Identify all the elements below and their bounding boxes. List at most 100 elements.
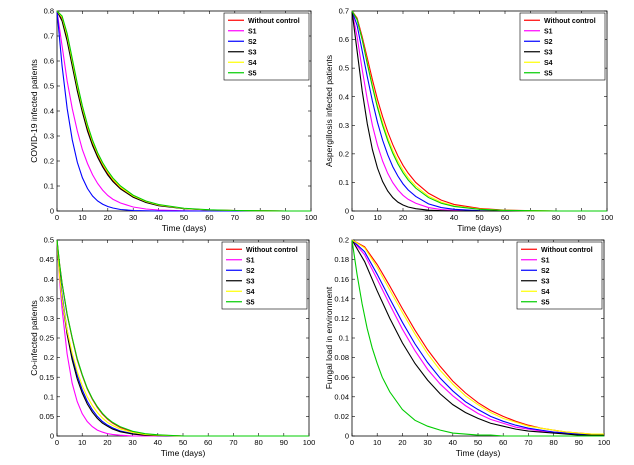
panel-3-legend-label: S2 (246, 268, 255, 275)
panel-2-legend-label: S4 (544, 60, 553, 67)
panel-2-ytick-label: 0.6 (339, 35, 349, 44)
panel-1-legend-label: S2 (248, 39, 257, 46)
panel-3-xlabel: Time (days) (161, 448, 206, 458)
panel-4-legend-label: S5 (541, 299, 550, 306)
panel-1-xtick-label: 80 (256, 213, 264, 222)
panel-3-ytick-label: 0.4 (44, 275, 54, 284)
panel-4-xtick-label: 40 (449, 438, 457, 447)
panel-3-ytick-label: 0.45 (39, 255, 54, 264)
panel-3-xtick-label: 30 (128, 438, 136, 447)
panel-2-legend-box (519, 12, 606, 81)
panel-1-ytick-label: 0.2 (44, 157, 54, 166)
panel-2-ytick-label: 0.5 (339, 64, 349, 73)
panel-3-ytick-label: 0.35 (39, 294, 54, 303)
panel-1-ytick-label: 0.6 (44, 57, 54, 66)
panel-3-ytick-label: 0.5 (44, 236, 54, 245)
panel-4-legend-label: S4 (541, 289, 550, 296)
panel-4-series-s2 (351, 239, 604, 436)
panel-2-legend-label: S1 (544, 28, 553, 35)
panel-1-legend-label: S5 (248, 70, 257, 77)
panel-2-xtick-label: 20 (399, 213, 407, 222)
panel-4-xtick-label: 10 (373, 438, 381, 447)
panel-2-ytick-label: 0.7 (339, 7, 349, 16)
panel-4-ytick-label: 0.2 (339, 236, 349, 245)
panel-1-xtick-label: 0 (55, 213, 59, 222)
panel-4-xtick-label: 100 (598, 438, 611, 447)
panel-1-ytick-label: 0 (50, 207, 54, 216)
panel-1-ytick-label: 0.1 (44, 182, 54, 191)
panel-3-xtick-label: 10 (78, 438, 86, 447)
panel-3-ytick-label: 0.05 (39, 412, 54, 421)
panel-4-ylabel: Fungal load in environment (324, 286, 334, 389)
panel-3-ylabel: Co-infected patients (29, 300, 39, 376)
panel-2-legend-label: S5 (544, 70, 553, 77)
panel-2-xtick-label: 40 (450, 213, 458, 222)
panel-4-xtick-label: 0 (350, 438, 354, 447)
panel-4-ytick-label: 0.06 (334, 373, 349, 382)
panel-2-series-s5 (351, 10, 607, 212)
panel-4-xtick-label: 70 (524, 438, 532, 447)
panel-4-ytick-label: 0.02 (334, 412, 349, 421)
panel-4: 0 10 20 30 40 50 60 70 80 90 100 0 0.02 0.04 0.06 0.08 0… (324, 236, 610, 458)
panel-3-legend: Without control S1 S2 S3 S4 S5 (221, 241, 308, 310)
panel-3-xtick-label: 80 (254, 438, 262, 447)
panel-3-xtick-label: 90 (280, 438, 288, 447)
panel-3-legend-label: S3 (246, 278, 255, 285)
panel-4-ytick-label: 0.18 (334, 255, 349, 264)
panel-3-legend-label: S5 (246, 299, 255, 306)
panel-4-legend-label: S1 (541, 257, 550, 264)
panel-4-legend-box (516, 241, 603, 310)
panel-2-ytick-label: 0.3 (339, 121, 349, 130)
panel-1-xtick-label: 30 (129, 213, 137, 222)
panel-1-xtick-label: 90 (281, 213, 289, 222)
panel-4-legend: Without control S1 S2 S3 S4 S5 (516, 241, 603, 310)
panel-1-series-s5 (56, 10, 311, 212)
panel-3-xtick-label: 50 (179, 438, 187, 447)
panel-1-legend: Without control S1 S2 S3 S4 S5 (223, 12, 310, 81)
panel-1-legend-label: Without control (248, 18, 300, 25)
panel-4-series-s3 (351, 239, 604, 436)
panel-3-ytick-label: 0.2 (44, 353, 54, 362)
panel-3-ytick-label: 0 (50, 432, 54, 441)
panel-3-xtick-label: 60 (204, 438, 212, 447)
panel-4-legend-label: Without control (541, 247, 593, 254)
panel-1-legend-label: S1 (248, 28, 257, 35)
panel-1-xtick-label: 10 (78, 213, 86, 222)
panel-4-ytick-label: 0 (345, 432, 349, 441)
panel-2-xtick-label: 80 (552, 213, 560, 222)
panel-4-ytick-label: 0.12 (334, 314, 349, 323)
panel-1-ytick-label: 0.5 (44, 82, 54, 91)
panel-4-xtick-label: 90 (575, 438, 583, 447)
panel-4-ytick-label: 0.08 (334, 353, 349, 362)
panel-1-ytick-label: 0.4 (44, 107, 54, 116)
panel-2-legend-label: S2 (544, 39, 553, 46)
panel-4-series-s5 (351, 239, 604, 437)
panel-3-ytick-label: 0.25 (39, 334, 54, 343)
panel-2-xlabel: Time (days) (457, 223, 502, 233)
panel-4-xtick-label: 30 (423, 438, 431, 447)
panel-1-series-s2 (56, 10, 311, 212)
panel-3-ytick-label: 0.1 (44, 392, 54, 401)
panel-1-ytick-label: 0.8 (44, 7, 54, 16)
panel-2-xtick-label: 50 (475, 213, 483, 222)
panel-2-legend: Without control S1 S2 S3 S4 S5 (519, 12, 606, 81)
panel-1-xtick-label: 60 (205, 213, 213, 222)
panel-1-legend-label: S4 (248, 60, 257, 67)
panel-3-series-s5 (56, 239, 309, 437)
panel-2-ytick-label: 0.4 (339, 92, 349, 101)
panel-4-ytick-label: 0.1 (339, 334, 349, 343)
panel-4-xtick-label: 60 (499, 438, 507, 447)
panel-3: 0 10 20 30 40 50 60 70 80 90 100 0 0.05 0.1 0.15 0.2 0.2… (29, 236, 315, 458)
panel-2: 0 10 20 30 40 50 60 70 80 90 100 0 0.1 0.2 0.3 0.4 0.5 0.… (324, 7, 613, 233)
panel-2-xtick-label: 0 (350, 213, 354, 222)
panel-1-ylabel: COVID-19 infected patients (29, 59, 39, 162)
panel-3-xtick-label: 70 (229, 438, 237, 447)
panel-4-ytick-label: 0.04 (334, 392, 349, 401)
panel-2-xtick-label: 30 (424, 213, 432, 222)
panel-2-ylabel: Aspergillosis infected patients (324, 55, 334, 167)
panel-1-legend-label: S3 (248, 49, 257, 56)
panel-4-ytick-label: 0.14 (334, 294, 349, 303)
panel-3-legend-label: Without control (246, 247, 298, 254)
panel-4-xtick-label: 80 (549, 438, 557, 447)
panel-3-xtick-label: 100 (303, 438, 316, 447)
